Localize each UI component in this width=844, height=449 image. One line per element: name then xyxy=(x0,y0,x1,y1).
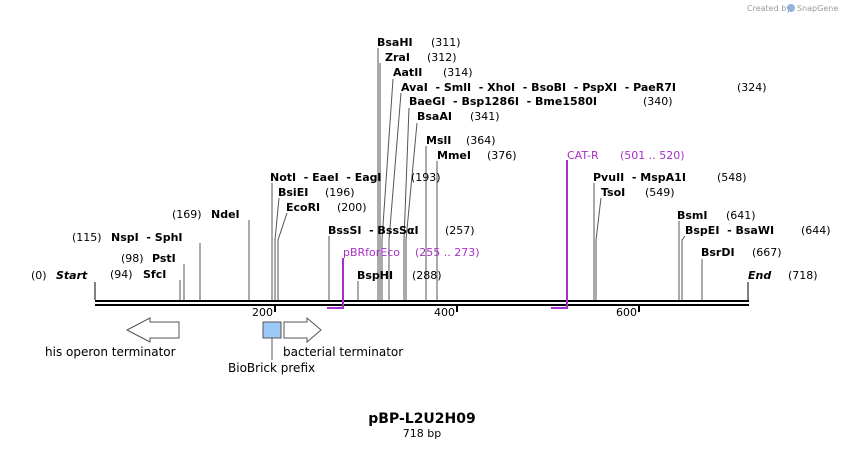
site-bsaai[interactable]: BsaAI (341) xyxy=(417,110,500,123)
site-ndei[interactable]: (169) NdeI xyxy=(172,208,240,221)
primer-name-pbrforeco: pBRforEco xyxy=(343,246,400,259)
site-mmei[interactable]: MmeI (376) xyxy=(437,149,517,162)
credit-text: Created by xyxy=(747,4,791,13)
primer-cat-r[interactable]: CAT-R (501 .. 520) xyxy=(551,149,685,309)
tick-label-400: 400 xyxy=(434,306,455,319)
line-tsoi xyxy=(595,197,602,300)
site-labels: BsaHI (311) ZraI (312) AatII (314) AvaI - S… xyxy=(31,36,831,282)
site-bspei-group[interactable]: BspEI - BsaWI (644) xyxy=(685,224,831,237)
site-connector-lines xyxy=(179,48,703,300)
tick-label-200: 200 xyxy=(252,306,273,319)
line-bsaai xyxy=(405,122,418,300)
site-tsoi[interactable]: TsoI (549) xyxy=(601,186,675,199)
line-avai xyxy=(388,92,402,300)
line-aatii xyxy=(381,78,394,300)
snapgene-credit: Created by SnapGene xyxy=(747,4,838,13)
primer-arrow-pbrforeco xyxy=(327,258,344,309)
primer-range-pbrforeco: (255 .. 273) xyxy=(415,246,480,259)
site-bsphi[interactable]: BspHI (288) xyxy=(357,269,442,282)
backbone: 200 400 600 xyxy=(94,282,749,319)
line-bspei xyxy=(681,235,686,300)
biobrick-prefix-box xyxy=(262,321,282,339)
tick-label-600: 600 xyxy=(616,306,637,319)
end-label: End (718) xyxy=(748,269,818,282)
plasmid-name: pBP-L2U2H09 xyxy=(368,411,476,427)
biobrick-prefix-label: BioBrick prefix xyxy=(228,361,315,375)
backbone-bottom-strand xyxy=(95,304,749,306)
site-bsmi[interactable]: BsmI (641) xyxy=(677,209,756,222)
start-label: (0) Start xyxy=(31,269,88,282)
line-bsiei xyxy=(274,197,280,300)
site-ecori[interactable]: EcoRI (200) xyxy=(286,201,367,214)
credit-brand: SnapGene xyxy=(797,4,838,13)
site-noti-group[interactable]: NotI - EaeI - EagI (193) xyxy=(270,171,441,184)
primer-arrow-cat-r xyxy=(551,160,568,309)
primer-name-cat-r: CAT-R xyxy=(567,149,599,162)
feature-biobrick-prefix[interactable]: BioBrick prefix xyxy=(228,321,315,375)
line-ecori xyxy=(277,212,288,300)
site-bsahi[interactable]: BsaHI (311) xyxy=(377,36,461,49)
site-nspi-group[interactable]: (115) NspI - SphI xyxy=(72,231,183,244)
bacterial-terminator-arrow xyxy=(283,316,322,344)
line-baegi xyxy=(403,107,410,300)
site-bsrdi[interactable]: BsrDI (667) xyxy=(701,246,782,259)
backbone-top-strand xyxy=(95,300,749,302)
site-zrai[interactable]: ZraI (312) xyxy=(385,51,457,64)
site-avai-group[interactable]: AvaI - SmlI - XhoI - BsoBI - PspXI - Pae… xyxy=(401,81,767,94)
bacterial-terminator-label: bacterial terminator xyxy=(283,345,403,359)
his-terminator-arrow xyxy=(125,317,180,343)
feature-his-terminator[interactable]: his operon terminator xyxy=(45,317,180,359)
site-psti[interactable]: (98) PstI xyxy=(121,252,176,265)
site-aatii[interactable]: AatII (314) xyxy=(393,66,473,79)
plasmid-size: 718 bp xyxy=(403,427,441,440)
site-sfci[interactable]: (94) SfcI xyxy=(110,268,166,281)
site-pvuii-group[interactable]: PvuII - MspA1I (548) xyxy=(593,171,747,184)
site-bsssi-group[interactable]: BssSI - BssSαI (257) xyxy=(328,224,475,237)
snapgene-logo-icon xyxy=(787,4,795,12)
site-bsiei[interactable]: BsiEI (196) xyxy=(278,186,355,199)
primer-range-cat-r: (501 .. 520) xyxy=(620,149,685,162)
his-terminator-label: his operon terminator xyxy=(45,345,176,359)
primer-pbrforeco[interactable]: pBRforEco (255 .. 273) xyxy=(327,246,480,309)
feature-bacterial-terminator[interactable]: bacterial terminator xyxy=(283,316,403,359)
site-baegi-group[interactable]: BaeGI - Bsp1286I - Bme1580I (340) xyxy=(409,95,673,108)
site-msli[interactable]: MslI (364) xyxy=(426,134,496,147)
